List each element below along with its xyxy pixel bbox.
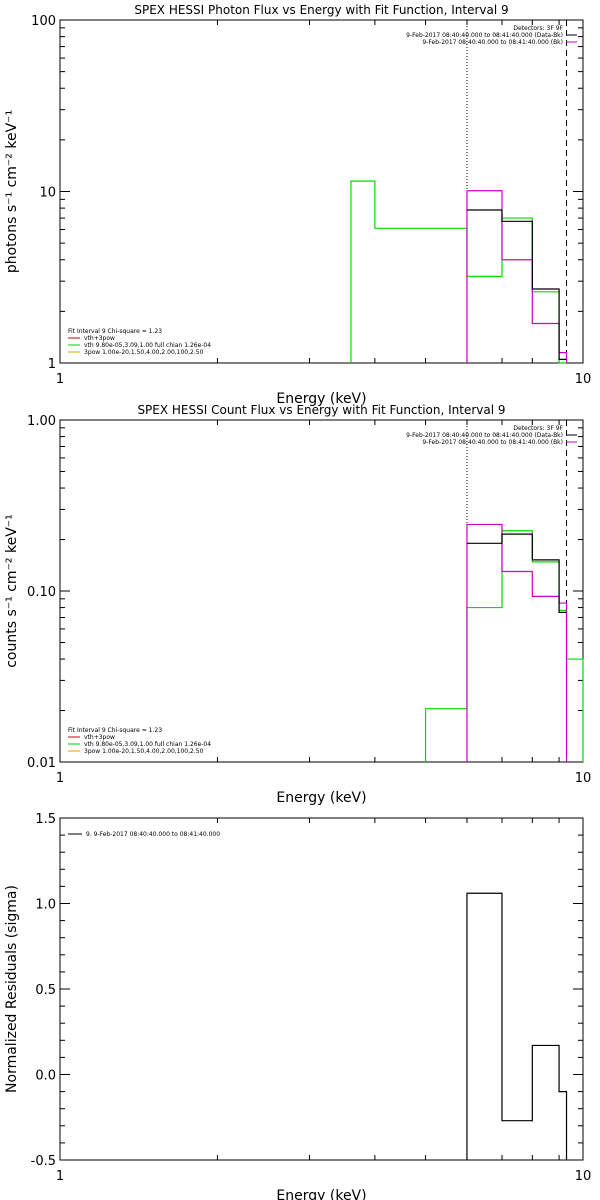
y-tick-label: 1.0 <box>35 898 56 913</box>
y-tick-label: 0.01 <box>27 756 56 771</box>
y-tick-label: 10 <box>39 186 56 201</box>
y-tick-label: -0.5 <box>31 1154 56 1169</box>
y-tick-label: 1 <box>48 357 56 372</box>
histogram-series-2 <box>466 523 568 762</box>
x-tick-label: 1 <box>56 771 64 786</box>
y-tick-label: 0.5 <box>35 983 56 998</box>
y-tick-label: 1.5 <box>35 812 56 827</box>
legend-entry: 9-Feb-2017 08:40:40.000 to 08:41:40.000 … <box>422 439 563 446</box>
x-tick-label: 10 <box>575 1169 592 1184</box>
x-axis-label: Energy (keV) <box>276 391 366 407</box>
x-axis-label: Energy (keV) <box>276 790 366 806</box>
chart-title: SPEX HESSI Count Flux vs Energy with Fit… <box>137 403 505 417</box>
plot-frame <box>59 419 584 763</box>
legend-entry: Detectors: 3F 9F <box>513 25 563 32</box>
chart-panel-1: SPEX HESSI Photon Flux vs Energy with Fi… <box>4 3 591 407</box>
y-tick-label: 0.10 <box>27 585 56 600</box>
y-tick-label: 100 <box>31 14 56 29</box>
chart-title: SPEX HESSI Photon Flux vs Energy with Fi… <box>134 3 508 17</box>
chart-panel-2: SPEX HESSI Count Flux vs Energy with Fit… <box>4 403 591 806</box>
fit-legend-entry: vth 9.80e-05,3.09,1.00 full chian 1.26e-… <box>84 342 211 349</box>
y-axis-label: Normalized Residuals (sigma) <box>4 885 20 1093</box>
fit-legend-entry: Fit Interval 9 Chi-square = 1.23 <box>68 727 162 734</box>
legend-entry: 9-Feb-2017 08:40:40.000 to 08:41:40.000 … <box>406 432 563 439</box>
fit-legend-entry: 3pow 1.00e-20,1.50,4.00,2.00,100,2.50 <box>84 748 204 755</box>
histogram-series-3 <box>466 533 567 613</box>
chart-panel-3: 1 10 -0.5 0.0 0.5 1.0 1.5 Energy (keV) Normalize… <box>4 812 591 1200</box>
y-axis-label: counts s⁻¹ cm⁻² keV⁻¹ <box>4 514 20 668</box>
y-tick-label: 0.0 <box>35 1069 56 1084</box>
plot-frame <box>59 817 584 1161</box>
legend-entry: Detectors: 3F 9F <box>513 425 563 432</box>
plot-frame <box>59 19 584 364</box>
y-axis-label: photons s⁻¹ cm⁻² keV⁻¹ <box>4 110 20 273</box>
legend-entry: 9-Feb-2017 08:40:40.000 to 08:41:40.000 … <box>406 32 563 39</box>
histogram-series-1 <box>466 892 568 1160</box>
legend-entry: 9-Feb-2017 08:40:40.000 to 08:41:40.000 … <box>422 39 563 46</box>
histogram-series-1 <box>350 180 567 364</box>
histogram-series-2 <box>466 190 568 363</box>
fit-legend-entry: 3pow 1.00e-20,1.50,4.00,2.00,100,2.50 <box>84 349 204 356</box>
legend-entry: 9. 9-Feb-2017 08:40:40.000 to 08:41:40.0… <box>86 831 220 838</box>
y-tick-label: 1.00 <box>27 414 56 429</box>
fit-legend-entry: Fit Interval 9 Chi-square = 1.23 <box>68 328 162 335</box>
fit-legend-entry: vth+3pow <box>84 335 115 342</box>
fit-legend-entry: vth 9.80e-05,3.09,1.00 full chian 1.26e-… <box>84 741 211 748</box>
x-tick-label: 1 <box>56 372 64 387</box>
fit-legend-entry: vth+3pow <box>84 734 115 741</box>
x-tick-label: 10 <box>575 771 592 786</box>
x-tick-label: 10 <box>575 372 592 387</box>
histogram-series-3 <box>466 209 567 360</box>
x-axis-label: Energy (keV) <box>276 1188 366 1200</box>
x-tick-label: 1 <box>56 1169 64 1184</box>
